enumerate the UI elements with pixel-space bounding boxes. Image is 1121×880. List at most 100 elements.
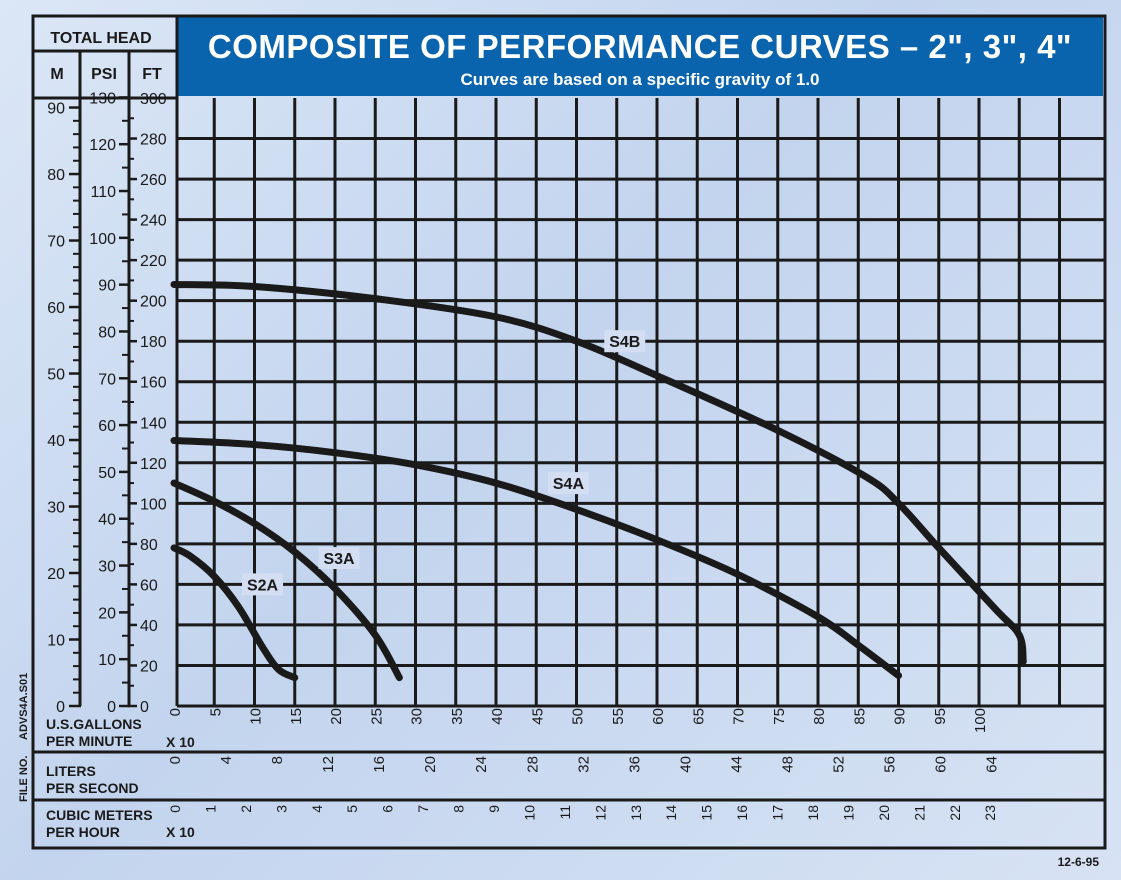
cmh-tick-label: 14 [663, 805, 679, 821]
cmh-label-line2: PER HOUR [46, 824, 120, 840]
curve-s2a [170, 544, 299, 682]
cmh-tick-label: 6 [380, 805, 396, 813]
gpm-tick-label: 45 [529, 708, 546, 725]
psi-unit-label: PSI [91, 66, 117, 83]
m-tick-label: 80 [47, 167, 65, 184]
psi-tick-label: 90 [98, 278, 116, 295]
psi-tick-label: 60 [98, 418, 116, 435]
cmh-tick-label: 17 [770, 805, 786, 821]
ft-tick-label: 20 [140, 658, 158, 675]
ft-tick-label: 280 [140, 132, 167, 149]
psi-tick-label: 130 [89, 90, 116, 107]
cmh-tick-label: 18 [805, 805, 821, 821]
cmh-tick-label: 2 [238, 805, 254, 813]
gpm-tick-label: 55 [610, 708, 627, 725]
lps-tick-label: 0 [167, 756, 184, 764]
gpm-tick-label: 70 [731, 708, 748, 725]
ft-tick-label: 200 [140, 294, 167, 311]
cmh-multiplier: X 10 [166, 824, 195, 840]
psi-tick-label: 80 [98, 324, 116, 341]
file-no-label: FILE NO. [18, 756, 30, 802]
gpm-label-line1: U.S.GALLONS [46, 716, 142, 732]
m-tick-label: 30 [47, 500, 65, 517]
gpm-tick-label: 0 [167, 708, 184, 716]
gpm-tick-label: 65 [690, 708, 707, 725]
cmh-tick-label: 1 [202, 805, 218, 813]
gpm-tick-label: 95 [932, 708, 949, 725]
chart-subtitle: Curves are based on a specific gravity o… [460, 70, 820, 89]
lps-tick-label: 28 [524, 756, 541, 773]
ft-tick-label: 60 [140, 577, 158, 594]
cmh-tick-label: 23 [982, 805, 998, 821]
m-tick-label: 90 [47, 101, 65, 118]
cmh-tick-label: 22 [947, 805, 963, 821]
gpm-tick-label: 85 [851, 708, 868, 725]
gpm-tick-label: 35 [449, 708, 466, 725]
ft-tick-label: 0 [140, 699, 149, 716]
lps-tick-label: 40 [677, 756, 694, 773]
ft-tick-label: 120 [140, 456, 167, 473]
psi-tick-label: 40 [98, 512, 116, 529]
lps-tick-label: 56 [882, 756, 899, 773]
lps-label-line2: PER SECOND [46, 780, 139, 796]
psi-tick-label: 110 [90, 184, 116, 201]
curve-s3a [170, 479, 403, 682]
psi-tick-label: 70 [98, 371, 116, 388]
ft-unit-label: FT [142, 66, 162, 83]
cmh-tick-label: 20 [876, 805, 892, 821]
curve-label-bg [242, 573, 284, 596]
head-axes: 0204060801001201401601802002202402602803… [47, 90, 167, 716]
lps-label-line1: LITERS [46, 763, 96, 779]
gpm-tick-label: 60 [650, 708, 667, 725]
curve-label-s2a: S2A [247, 577, 279, 594]
lps-tick-label: 8 [269, 756, 286, 764]
m-tick-label: 60 [47, 300, 65, 317]
gpm-tick-label: 10 [248, 708, 265, 725]
m-tick-label: 0 [56, 699, 65, 716]
ft-tick-label: 220 [140, 253, 167, 270]
m-tick-label: 10 [47, 633, 65, 650]
lps-tick-label: 4 [218, 756, 235, 764]
m-tick-label: 20 [47, 566, 65, 583]
cmh-tick-label: 11 [557, 805, 573, 820]
ft-tick-label: 160 [140, 375, 167, 392]
lps-tick-label: 44 [728, 756, 745, 773]
cmh-tick-label: 8 [451, 805, 467, 813]
lps-tick-label: 12 [320, 756, 337, 773]
lps-tick-label: 24 [473, 756, 490, 773]
gpm-tick-label: 50 [570, 708, 587, 725]
lps-tick-label: 60 [933, 756, 950, 773]
curve-label-s4b: S4B [609, 334, 640, 351]
chart-title-banner: COMPOSITE OF PERFORMANCE CURVES – 2", 3"… [177, 16, 1103, 96]
cmh-tick-label: 0 [167, 805, 183, 813]
cmh-tick-label: 10 [521, 805, 537, 821]
cmh-tick-label: 3 [273, 805, 289, 813]
gpm-tick-label: 100 [972, 708, 989, 733]
ft-tick-label: 260 [140, 172, 167, 189]
psi-tick-label: 10 [98, 652, 116, 669]
flow-axes: 0 5 10 15 20 25 30 35 40 45 50 55 60 65 70 75 80 85 90 95 10… [167, 708, 1001, 821]
psi-tick-label: 0 [107, 699, 116, 716]
m-tick-label: 70 [47, 234, 65, 251]
gpm-label-line2: PER MINUTE [46, 733, 132, 749]
curve-label-bg [547, 472, 589, 495]
psi-tick-label: 50 [98, 465, 116, 482]
gpm-tick-label: 80 [811, 708, 828, 725]
lps-tick-label: 52 [830, 756, 847, 773]
gpm-tick-label: 90 [892, 708, 909, 725]
ft-tick-label: 140 [140, 415, 167, 432]
ft-tick-label: 80 [140, 537, 158, 554]
m-unit-label: M [50, 66, 63, 83]
gpm-tick-label: 15 [288, 708, 305, 725]
chart-title: COMPOSITE OF PERFORMANCE CURVES – 2", 3"… [207, 28, 1073, 65]
lps-tick-label: 36 [626, 756, 643, 773]
ft-tick-label: 180 [140, 334, 167, 351]
total-head-label: TOTAL HEAD [50, 30, 151, 47]
gpm-tick-label: 20 [328, 708, 345, 725]
ft-tick-label: 100 [140, 496, 167, 513]
adv-code-label: ADVS4A.S01 [18, 673, 30, 740]
gpm-multiplier: X 10 [166, 734, 195, 750]
cmh-tick-label: 13 [628, 805, 644, 821]
psi-tick-label: 100 [89, 231, 116, 248]
cmh-tick-label: 4 [309, 805, 325, 813]
